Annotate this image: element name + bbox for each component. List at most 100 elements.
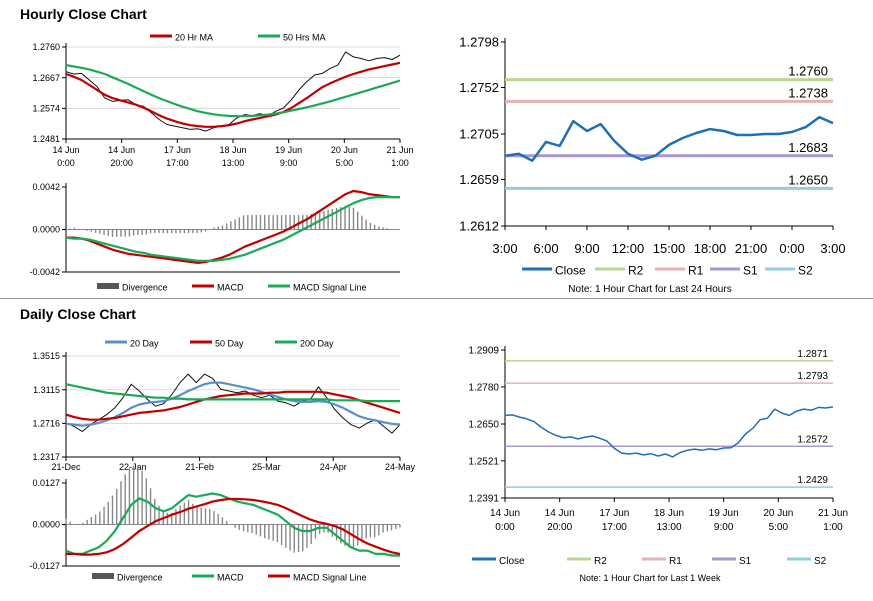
hourly-24h-level-label-s1: 1.2683: [788, 140, 828, 155]
daily-price-series-200-day: [65, 383, 400, 403]
hourly-macd-ylabel-1: 0.0000: [32, 225, 60, 235]
hourly-macd-legend-label-0: Divergence: [122, 283, 168, 293]
daily-week-level-label-r2: 1.2871: [797, 349, 828, 360]
hourly-macd-series-macd-signal-line: [65, 196, 400, 262]
daily-macd-ylabel-0: 0.0127: [32, 478, 60, 488]
hourly-price-ylabel-2: 1.2574: [32, 103, 60, 113]
daily-price-xlabel-1: 22-Jan: [119, 462, 147, 472]
hourly-price-ylabel-1: 1.2667: [32, 73, 60, 83]
hourly-24h-chart: 1.2798 1.2752 1.2705 1.2659 1.2612 1.2760 1.27…: [459, 35, 845, 295]
daily-price-series-50-day: [65, 390, 401, 421]
hourly-24h-level-label-s2: 1.2650: [788, 172, 828, 187]
hourly-price-xlabel-6-1: 1:00: [391, 158, 409, 168]
daily-price-legend-label-0: 20 Day: [130, 339, 159, 349]
hourly-24h-level-label-r1: 1.2738: [788, 85, 828, 100]
daily-week-xlabel-6-1: 1:00: [823, 522, 843, 533]
hourly-macd-legend-label-1: MACD: [217, 283, 244, 293]
hourly-24h-level-label-r2: 1.2760: [788, 64, 828, 79]
hourly-price-legend-label-0: 20 Hr MA: [175, 33, 213, 43]
daily-price-ylabel-0: 1.3515: [32, 351, 60, 361]
daily-price-legend-label-1: 50 Day: [215, 339, 244, 349]
hourly-24h-ylabel-4: 1.2612: [459, 219, 499, 234]
hourly-24h-xlabel-8: 3:00: [820, 241, 845, 256]
daily-macd-ylabel-2: -0.0127: [29, 561, 60, 571]
daily-week-xlabel-2-1: 17:00: [602, 522, 627, 533]
hourly-macd-series-macd: [66, 189, 400, 264]
hourly-price-xlabel-2-1: 17:00: [166, 158, 189, 168]
hourly-chart-title: Hourly Close Chart: [20, 6, 147, 22]
hourly-macd-ylabel-0: 0.0042: [32, 182, 60, 192]
daily-macd-legend-label-2: MACD Signal Line: [293, 573, 367, 583]
daily-price-ylabel-3: 1.2317: [32, 452, 60, 462]
hourly-price-series-20-hr-ma: [65, 61, 401, 128]
hourly-24h-legend-label-1: R2: [628, 264, 644, 278]
hourly-price-xlabel-4-1: 9:00: [280, 158, 298, 168]
hourly-price-xlabel-3-1: 13:00: [222, 158, 245, 168]
hourly-price-xlabel-1-1: 20:00: [110, 158, 133, 168]
hourly-price-xlabel-6-0: 21 Jun: [386, 145, 413, 155]
hourly-price-xlabel-4-0: 19 Jun: [275, 145, 302, 155]
daily-week-level-label-r1: 1.2793: [797, 371, 828, 382]
hourly-24h-ylabel-2: 1.2705: [459, 127, 499, 142]
hourly-macd-legend-label-2: MACD Signal Line: [293, 283, 367, 293]
daily-price-series-close: [65, 373, 401, 434]
hourly-price-xlabel-2-0: 17 Jun: [164, 145, 191, 155]
hourly-price-series-50-hrs-ma: [65, 64, 401, 118]
hourly-24h-ylabel-3: 1.2659: [459, 172, 499, 187]
daily-week-ylabel-1: 1.2780: [468, 382, 499, 393]
hourly-24h-xlabel-0: 3:00: [492, 241, 517, 256]
daily-week-ylabel-0: 1.2909: [468, 346, 499, 357]
daily-chart-title: Daily Close Chart: [20, 306, 136, 322]
daily-week-series-close: [504, 406, 834, 458]
daily-week-ylabel-2: 1.2650: [468, 420, 499, 431]
hourly-price-ylabel-3: 1.2481: [32, 134, 60, 144]
daily-macd-legend-label-0: Divergence: [117, 573, 163, 583]
daily-week-xlabel-5-1: 5:00: [769, 522, 789, 533]
daily-week-xlabel-3-0: 18 Jun: [654, 508, 684, 519]
daily-price-xlabel-3: 25-Mar: [252, 462, 281, 472]
hourly-24h-xlabel-6: 21:00: [735, 241, 768, 256]
hourly-macd-ylabel-2: -0.0042: [29, 267, 60, 277]
hourly-24h-series-close: [504, 115, 834, 162]
daily-week-xlabel-4-1: 9:00: [714, 522, 734, 533]
daily-price-ylabel-2: 1.2716: [32, 419, 60, 429]
hourly-price-xlabel-5-1: 5:00: [336, 158, 354, 168]
daily-week-ylabel-4: 1.2391: [468, 494, 499, 505]
hourly-24h-legend-label-3: S1: [743, 264, 758, 278]
hourly-24h-legend-label-0: Close: [555, 264, 586, 278]
daily-week-xlabel-0-1: 0:00: [495, 522, 515, 533]
daily-week-chart: 1.2909 1.2780 1.2650 1.2521 1.2391 1.2871 1.27…: [468, 346, 848, 584]
daily-week-ylabel-3: 1.2521: [468, 456, 499, 467]
daily-price-ylabel-1: 1.3115: [33, 385, 60, 395]
hourly-24h-xlabel-1: 6:00: [533, 241, 558, 256]
hourly-price-ylabel-0: 1.2760: [32, 42, 60, 52]
daily-week-level-label-s1: 1.2572: [797, 434, 828, 445]
hourly-price-xlabel-5-0: 20 Jun: [331, 145, 358, 155]
daily-price-xlabel-5: 24-May: [385, 462, 416, 472]
daily-week-level-label-s2: 1.2429: [797, 475, 828, 486]
hourly-price-xlabel-0-0: 14 Jun: [52, 145, 79, 155]
hourly-24h-xlabel-4: 15:00: [653, 241, 686, 256]
hourly-price-xlabel-3-0: 18 Jun: [219, 145, 246, 155]
hourly-price-legend-label-1: 50 Hrs MA: [283, 33, 326, 43]
daily-week-note: Note: 1 Hour Chart for Last 1 Week: [580, 573, 721, 583]
daily-week-xlabel-3-1: 13:00: [656, 522, 681, 533]
daily-week-xlabel-5-0: 20 Jun: [763, 508, 793, 519]
hourly-24h-note: Note: 1 Hour Chart for Last 24 Hours: [568, 284, 731, 295]
section-divider: [0, 298, 873, 299]
daily-macd-chart: 0.0127 0.0000 -0.0127 Divergence MACD MACD Si…: [29, 465, 401, 583]
hourly-24h-ylabel-0: 1.2798: [459, 35, 499, 50]
daily-macd-ylabel-1: 0.0000: [32, 520, 60, 530]
daily-macd-legend-swatch-0: [92, 573, 114, 579]
daily-macd-series-macd-signal-line: [66, 497, 401, 556]
hourly-price-xlabel-1-0: 14 Jun: [108, 145, 135, 155]
daily-price-xlabel-4: 24-Apr: [320, 462, 347, 472]
hourly-24h-xlabel-7: 0:00: [779, 241, 804, 256]
daily-week-xlabel-2-0: 17 Jun: [599, 508, 629, 519]
daily-week-legend-label-4: S2: [814, 556, 827, 567]
hourly-24h-xlabel-2: 9:00: [574, 241, 599, 256]
daily-week-legend-label-0: Close: [499, 556, 525, 567]
hourly-macd-chart: 0.0042 0.0000 -0.0042 Divergence MACD MACD Si…: [29, 182, 400, 293]
